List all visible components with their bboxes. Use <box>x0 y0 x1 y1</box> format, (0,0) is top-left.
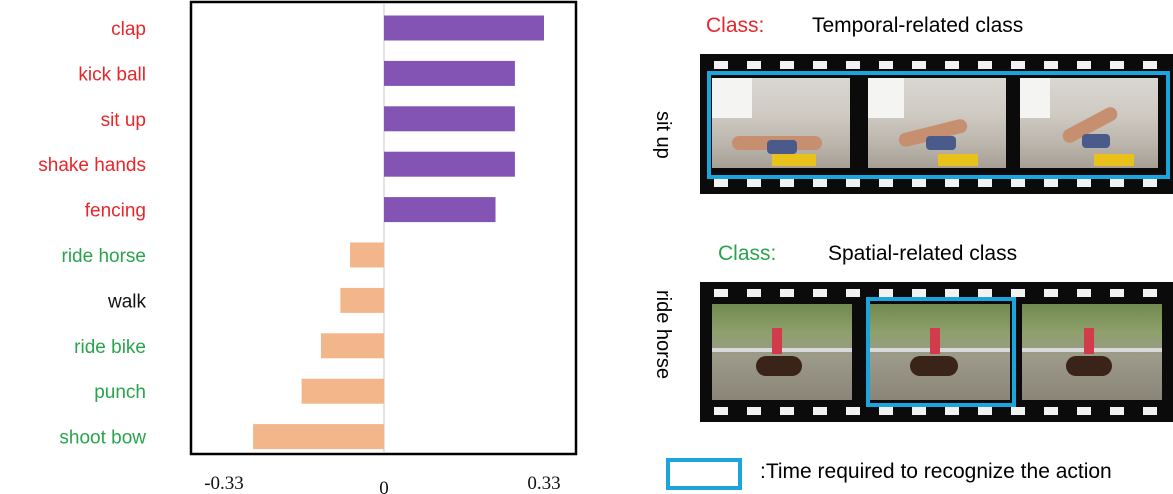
sprocket-hole <box>813 407 827 415</box>
sprocket-hole <box>846 289 860 297</box>
temporal-side-label: sit up <box>651 111 674 159</box>
bar-sit-up <box>384 106 515 131</box>
sprocket-hole <box>1077 289 1091 297</box>
sprocket-hole <box>1044 289 1058 297</box>
spatial-highlight-box <box>866 297 1016 407</box>
category-label-fencing: fencing <box>85 201 146 222</box>
category-label-kick-ball: kick ball <box>78 64 146 85</box>
sprocket-hole <box>978 61 992 69</box>
legend-swatch <box>666 458 742 490</box>
sprocket-hole <box>1011 179 1025 187</box>
sprocket-hole <box>945 407 959 415</box>
sprocket-hole <box>879 179 893 187</box>
temporal-highlight-box <box>707 71 1170 179</box>
bar-punch <box>302 379 384 404</box>
ride-horse-frame-3 <box>1022 304 1162 400</box>
sprocket-hole <box>978 179 992 187</box>
sprocket-hole <box>846 407 860 415</box>
sprocket-hole <box>714 61 728 69</box>
bar-ride-horse <box>350 243 384 268</box>
bar-chart: clap kick ball sit up shake hands fencing rid… <box>0 0 660 494</box>
sprocket-hole <box>780 179 794 187</box>
temporal-class-name: Temporal-related class <box>812 14 1023 38</box>
sprocket-hole <box>879 289 893 297</box>
sprocket-hole <box>978 289 992 297</box>
bar-ride-bike <box>321 333 384 358</box>
sprocket-hole <box>813 289 827 297</box>
sprocket-hole <box>1110 179 1124 187</box>
sprocket-hole <box>747 179 761 187</box>
bar-walk <box>340 288 384 313</box>
x-tick-label: -0.33 <box>204 473 244 494</box>
sprocket-hole <box>846 61 860 69</box>
sprocket-hole <box>879 61 893 69</box>
sprocket-hole <box>912 289 926 297</box>
sprocket-hole <box>714 289 728 297</box>
category-label-sit-up: sit up <box>101 110 146 131</box>
sprocket-hole <box>714 179 728 187</box>
sprocket-hole <box>1011 61 1025 69</box>
sprocket-hole <box>1077 407 1091 415</box>
sprocket-hole <box>780 407 794 415</box>
sprocket-hole <box>945 179 959 187</box>
sprocket-hole <box>1044 407 1058 415</box>
bar-kick-ball <box>384 61 515 86</box>
sprocket-hole <box>747 61 761 69</box>
sprocket-hole <box>1077 61 1091 69</box>
sprocket-hole <box>714 407 728 415</box>
sprocket-hole <box>1143 179 1157 187</box>
x-tick-label: 0 <box>379 478 389 494</box>
temporal-class-prefix: Class: <box>706 14 764 38</box>
sprocket-hole <box>1110 61 1124 69</box>
category-label-shoot-bow: shoot bow <box>59 428 146 449</box>
category-label-ride-bike: ride bike <box>74 337 146 358</box>
category-labels: clap kick ball sit up shake hands fencing rid… <box>38 19 146 449</box>
category-label-punch: punch <box>94 382 146 403</box>
bar-shake-hands <box>384 152 515 177</box>
sprocket-hole <box>945 289 959 297</box>
bars-group <box>253 16 544 450</box>
category-label-walk: walk <box>107 291 147 312</box>
sprocket-hole <box>1110 407 1124 415</box>
sprocket-hole <box>912 407 926 415</box>
sprocket-hole <box>1143 61 1157 69</box>
sprocket-hole <box>1011 289 1025 297</box>
bar-shoot-bow <box>253 424 384 449</box>
sprocket-hole <box>747 407 761 415</box>
sprocket-hole <box>813 179 827 187</box>
sprocket-hole <box>780 289 794 297</box>
bar-clap <box>384 16 544 41</box>
sprocket-hole <box>879 407 893 415</box>
sprocket-hole <box>1110 289 1124 297</box>
sprocket-hole <box>1143 289 1157 297</box>
x-tick-label: 0.33 <box>527 473 560 494</box>
sprocket-hole <box>846 179 860 187</box>
spatial-class-name: Spatial-related class <box>828 242 1017 266</box>
sprocket-hole <box>1044 179 1058 187</box>
bar-fencing <box>384 197 496 222</box>
sprocket-hole <box>780 61 794 69</box>
sprocket-hole <box>813 61 827 69</box>
ride-horse-frame-1 <box>712 304 852 400</box>
sprocket-hole <box>945 61 959 69</box>
sprocket-hole <box>747 289 761 297</box>
sprocket-hole <box>978 407 992 415</box>
sprocket-hole <box>1044 61 1058 69</box>
legend-text: :Time required to recognize the action <box>760 460 1112 484</box>
category-label-ride-horse: ride horse <box>62 246 147 267</box>
sprocket-hole <box>912 179 926 187</box>
sprocket-hole <box>1143 407 1157 415</box>
x-axis-ticks: -0.33 0 0.33 <box>204 473 560 494</box>
category-label-clap: clap <box>111 19 146 40</box>
spatial-side-label: ride horse <box>651 290 674 379</box>
sprocket-hole <box>1077 179 1091 187</box>
sprocket-hole <box>912 61 926 69</box>
category-label-shake-hands: shake hands <box>38 155 146 176</box>
spatial-class-prefix: Class: <box>718 242 776 266</box>
sprocket-hole <box>1011 407 1025 415</box>
